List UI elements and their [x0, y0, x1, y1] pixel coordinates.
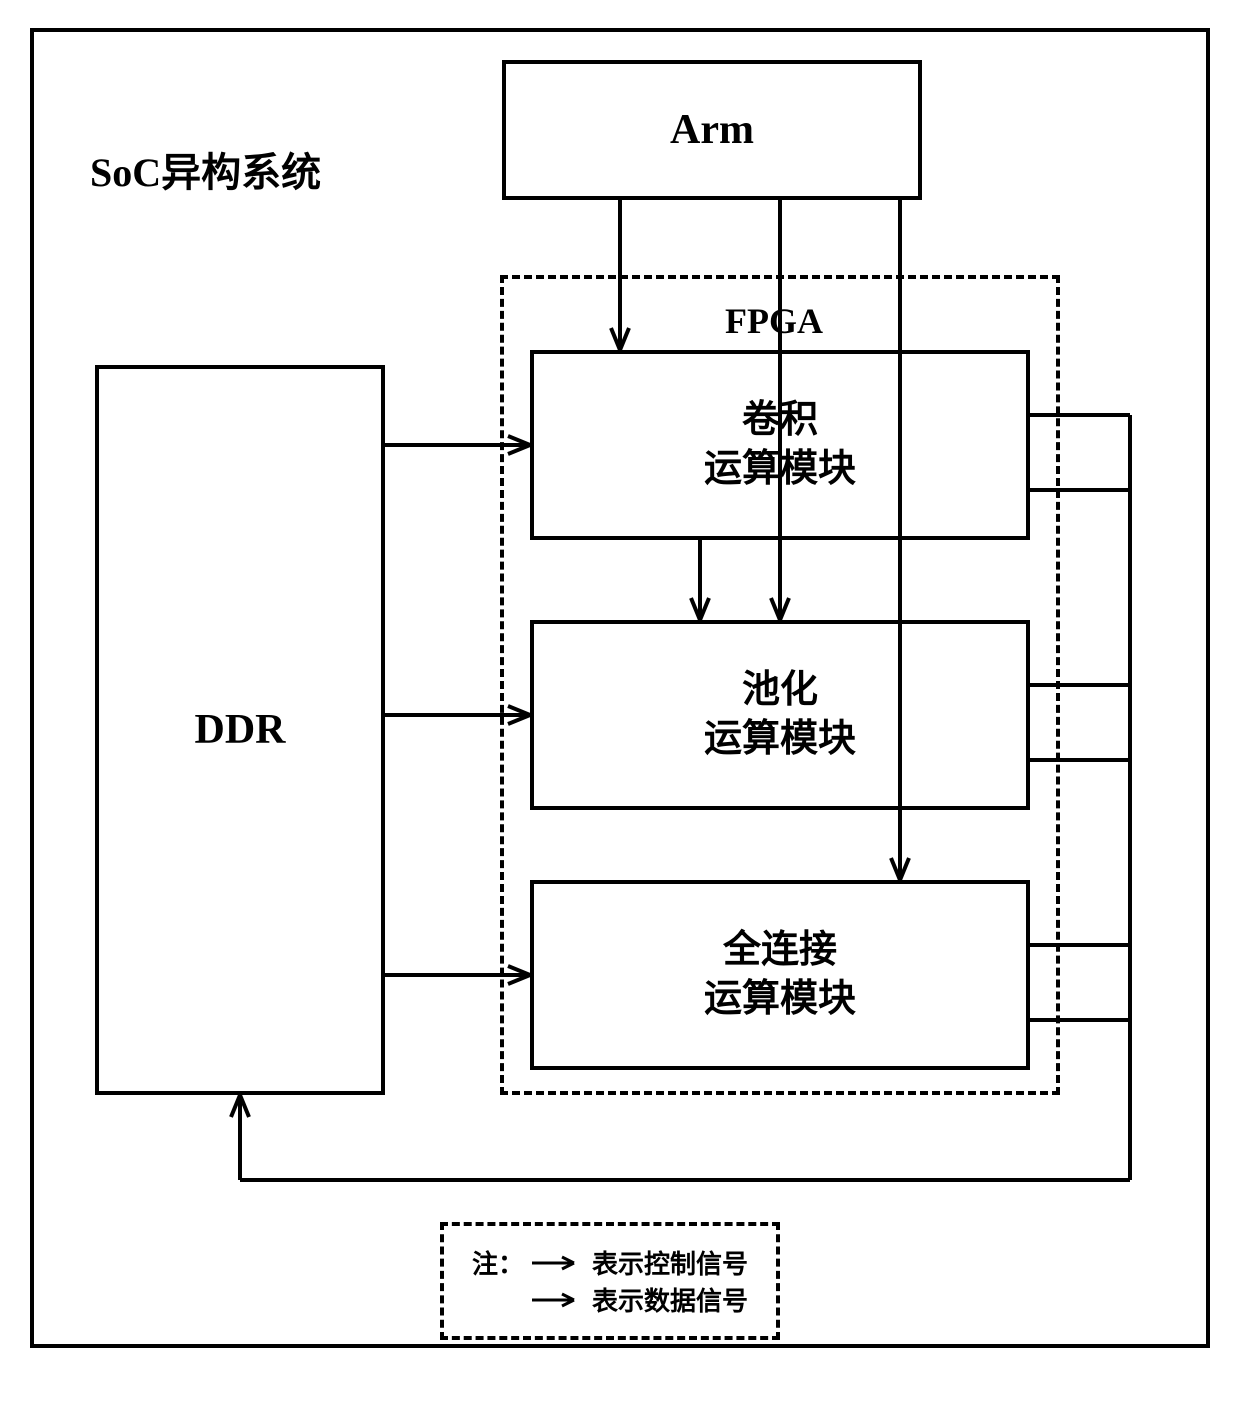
- arm-label-line: Arm: [670, 103, 754, 158]
- legend-prefix: 注：: [472, 1244, 524, 1281]
- legend: 注： 表示控制信号注：表示数据信号: [440, 1222, 780, 1340]
- diagram-title: SoC异构系统: [90, 140, 321, 198]
- ddr-block: DDR: [95, 365, 385, 1095]
- ddr-label-line: DDR: [195, 703, 286, 758]
- legend-text: 表示数据信号: [592, 1281, 748, 1318]
- arm-block: Arm: [502, 60, 922, 200]
- legend-text: 表示控制信号: [592, 1244, 748, 1281]
- fpga-container: [500, 275, 1060, 1095]
- legend-arrow-icon: [530, 1253, 584, 1273]
- fpga-label: FPGA: [725, 300, 823, 342]
- legend-row: 注： 表示控制信号: [472, 1244, 748, 1281]
- legend-row: 注：表示数据信号: [472, 1281, 748, 1318]
- legend-arrow-icon: [530, 1290, 584, 1310]
